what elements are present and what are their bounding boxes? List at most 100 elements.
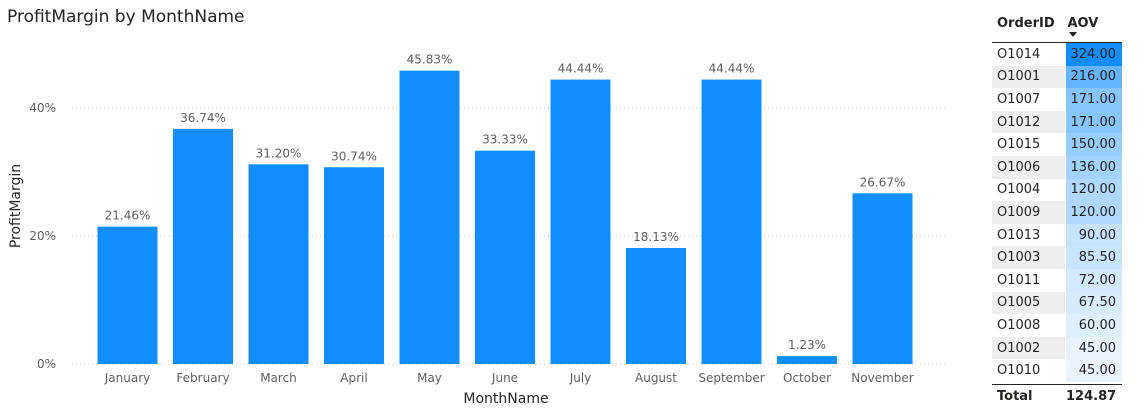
cell-orderid: O1008: [997, 317, 1041, 333]
cell-orderid: O1005: [992, 291, 1066, 315]
cell-orderid: O1015: [997, 137, 1041, 153]
bar-chart-visual[interactable]: ProfitMargin by MonthName 0% 20% 40% 21.46…: [0, 0, 960, 412]
bar-february[interactable]: [173, 128, 233, 364]
table-total-row: Total 124.87: [992, 383, 1122, 409]
chart-svg: 0% 20% 40% 21.46% 36.74% 31.20% 30.74% 45.83% 3…: [8, 53, 945, 407]
data-label: 18.13%: [633, 230, 679, 244]
table-row[interactable]: O1014 324.00: [992, 43, 1122, 66]
y-axis-ticks: 0% 20% 40%: [29, 101, 56, 371]
table-row[interactable]: O1006 136.00: [992, 155, 1122, 179]
orders-table[interactable]: OrderID AOV O1014 324.00 O1001 216.00 O1007 1…: [992, 8, 1122, 408]
cell-aov: 85.50: [1066, 246, 1122, 269]
x-tick-label: July: [569, 371, 592, 385]
cell-aov: 136.00: [1066, 155, 1122, 179]
table-row[interactable]: O1005 67.50: [992, 291, 1122, 315]
table-header-row: OrderID AOV: [992, 8, 1122, 43]
table-row[interactable]: O1004 120.00: [992, 178, 1122, 202]
y-axis-title: ProfitMargin: [8, 164, 24, 248]
table-row[interactable]: O1010 45.00: [992, 359, 1122, 382]
chart-title: ProfitMargin by MonthName: [7, 7, 245, 27]
table-body: O1014 324.00 O1001 216.00 O1007 171.00 O1012 17…: [992, 43, 1122, 382]
bar-april[interactable]: [324, 167, 384, 364]
data-label: 26.67%: [860, 175, 906, 189]
total-label: Total: [997, 389, 1033, 405]
cell-aov: 60.00: [1066, 314, 1122, 337]
bar-october[interactable]: [777, 356, 837, 364]
data-label: 45.83%: [407, 53, 453, 67]
table-row[interactable]: O1009 120.00: [992, 201, 1122, 224]
cell-aov: 120.00: [1066, 178, 1122, 202]
cell-orderid: O1003: [992, 246, 1066, 269]
bar-january[interactable]: [97, 226, 158, 364]
cell-orderid: O1002: [992, 336, 1066, 360]
cell-aov: 90.00: [1066, 223, 1122, 247]
x-tick-label: February: [176, 371, 229, 385]
cell-aov: 150.00: [1066, 133, 1122, 156]
y-tick-label: 0%: [37, 357, 56, 371]
column-header-orderid[interactable]: OrderID: [997, 16, 1055, 31]
x-tick-label: January: [104, 371, 151, 385]
cell-orderid: O1007: [997, 91, 1041, 107]
cell-aov: 67.50: [1066, 291, 1122, 315]
data-label: 1.23%: [788, 338, 826, 352]
cell-aov: 120.00: [1066, 201, 1122, 224]
cell-orderid: O1001: [992, 65, 1066, 89]
data-label: 31.20%: [256, 146, 302, 160]
table-row[interactable]: O1012 171.00: [992, 110, 1122, 134]
x-tick-label: September: [698, 371, 764, 385]
data-label: 33.33%: [482, 133, 528, 147]
cell-orderid: O1009: [992, 201, 1066, 224]
cell-orderid: O1013: [997, 227, 1041, 243]
cell-orderid: O1012: [992, 110, 1066, 134]
y-tick-label: 20%: [29, 229, 56, 243]
bar-november[interactable]: [852, 193, 913, 364]
table-row[interactable]: O1008 60.00: [992, 314, 1122, 337]
x-axis-ticks: January February March April May June July Augu…: [104, 371, 914, 385]
data-label: 21.46%: [105, 209, 151, 223]
data-label: 30.74%: [331, 149, 377, 163]
table-row[interactable]: O1015 150.00: [992, 133, 1122, 156]
x-tick-label: April: [340, 371, 367, 385]
cell-orderid: O1004: [997, 182, 1041, 198]
cell-aov: 324.00: [1066, 43, 1122, 66]
sort-descending-icon: [1069, 32, 1078, 37]
y-tick-label: 40%: [29, 101, 56, 115]
bars[interactable]: [97, 70, 913, 365]
x-axis-title: MonthName: [463, 391, 548, 407]
bar-may[interactable]: [399, 70, 460, 365]
table-row[interactable]: O1011 72.00: [992, 268, 1122, 292]
column-header-aov[interactable]: AOV: [1065, 8, 1122, 37]
table-row[interactable]: O1013 90.00: [992, 223, 1122, 247]
cell-orderid: O1010: [997, 363, 1041, 379]
data-label: 44.44%: [709, 62, 755, 76]
column-header-aov-label: AOV: [1067, 16, 1099, 31]
cell-orderid: O1014: [997, 46, 1041, 62]
bar-september[interactable]: [701, 79, 762, 365]
data-label: 36.74%: [180, 111, 226, 125]
x-tick-label: October: [783, 371, 831, 385]
cell-aov: 45.00: [1066, 359, 1122, 382]
cell-aov: 216.00: [1066, 65, 1122, 89]
cell-aov: 171.00: [1066, 110, 1122, 134]
data-label: 44.44%: [558, 62, 604, 76]
cell-aov: 45.00: [1066, 336, 1122, 360]
cell-aov: 72.00: [1066, 268, 1122, 292]
bar-august[interactable]: [626, 247, 686, 364]
x-tick-label: November: [851, 371, 913, 385]
table-row[interactable]: O1002 45.00: [992, 336, 1122, 360]
table-row[interactable]: O1001 216.00: [992, 65, 1122, 89]
x-tick-label: March: [260, 371, 297, 385]
x-tick-label: June: [491, 371, 518, 385]
x-tick-label: August: [635, 371, 677, 385]
data-labels: 21.46% 36.74% 31.20% 30.74% 45.83% 33.33% 44.4…: [105, 53, 906, 352]
table-row[interactable]: O1007 171.00: [992, 88, 1122, 111]
total-aov-value: 124.87: [1066, 389, 1117, 405]
bar-june[interactable]: [475, 150, 535, 364]
bar-july[interactable]: [550, 79, 611, 365]
x-tick-label: May: [417, 371, 442, 385]
table-row[interactable]: O1003 85.50: [992, 246, 1122, 269]
cell-orderid: O1006: [992, 155, 1066, 179]
bar-march[interactable]: [248, 164, 309, 364]
cell-aov: 171.00: [1066, 88, 1122, 111]
cell-orderid: O1011: [997, 272, 1041, 288]
